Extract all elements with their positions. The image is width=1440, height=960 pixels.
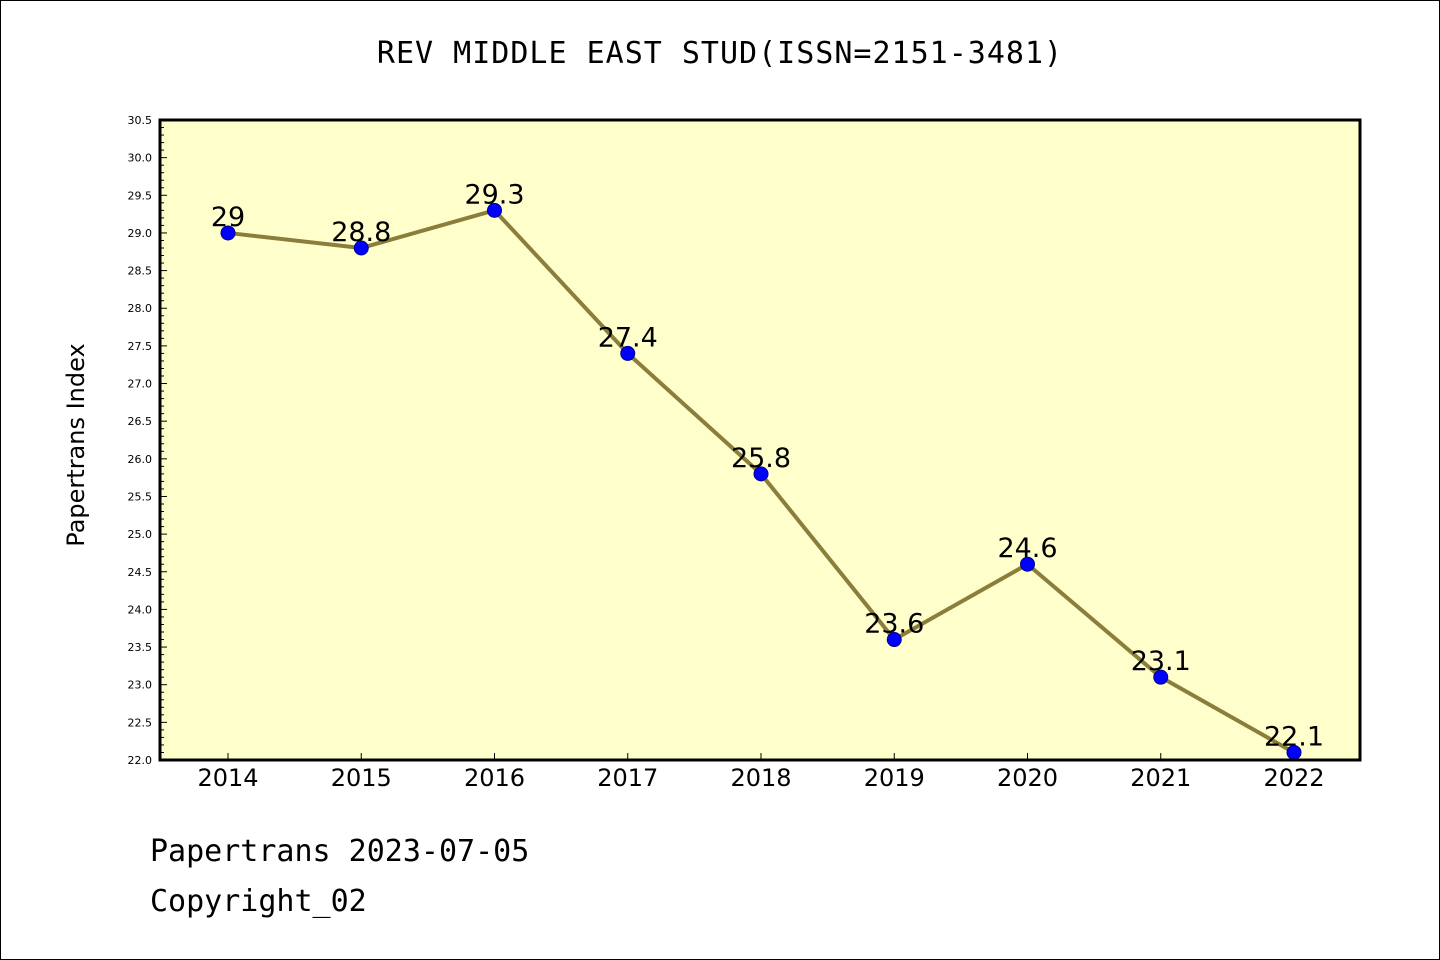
y-tick-label: 26.5 <box>128 415 153 428</box>
data-point <box>353 240 369 256</box>
data-point <box>220 225 236 241</box>
x-tick-label: 2019 <box>864 764 925 792</box>
y-tick-label: 22.0 <box>128 754 153 767</box>
x-tick-label: 2022 <box>1263 764 1324 792</box>
y-tick-label: 27.0 <box>128 378 153 391</box>
y-axis-label: Papertrans Index <box>62 343 90 546</box>
y-tick-label: 24.5 <box>128 566 153 579</box>
data-label: 29 <box>211 202 245 233</box>
data-label: 22.1 <box>1264 721 1324 752</box>
footer-copyright: Copyright_02 <box>150 884 367 919</box>
y-tick-label: 23.5 <box>128 641 153 654</box>
x-tick-label: 2015 <box>331 764 392 792</box>
chart-title: REV MIDDLE EAST STUD(ISSN=2151-3481) <box>376 36 1064 71</box>
plot-border <box>158 118 1362 762</box>
y-tick-label: 28.5 <box>128 265 153 278</box>
y-tick-label: 29.0 <box>128 227 153 240</box>
data-point <box>886 632 902 648</box>
plot-area <box>160 120 1360 760</box>
y-tick-label: 23.0 <box>128 679 153 692</box>
data-point <box>753 466 769 482</box>
x-tick-label: 2014 <box>197 764 258 792</box>
y-tick-label: 30.0 <box>128 152 153 165</box>
y-tick-label: 22.5 <box>128 716 153 729</box>
x-tick-label: 2016 <box>464 764 525 792</box>
data-point <box>1020 556 1035 572</box>
x-tick-label: 2018 <box>730 764 791 792</box>
data-point <box>487 202 502 218</box>
footer-source: Papertrans 2023-07-05 <box>150 834 530 869</box>
data-label: 23.1 <box>1131 646 1191 677</box>
data-point <box>620 345 636 361</box>
y-tick-label: 30.5 <box>128 114 153 127</box>
data-label: 23.6 <box>864 609 924 640</box>
x-tick-label: 2017 <box>597 764 658 792</box>
data-point <box>1153 669 1169 685</box>
data-label: 27.4 <box>598 322 658 353</box>
x-tick-label: 2020 <box>997 764 1058 792</box>
y-tick-label: 25.0 <box>128 528 153 541</box>
data-label: 25.8 <box>731 443 791 474</box>
y-tick-label: 26.0 <box>128 453 153 466</box>
y-tick-label: 29.5 <box>128 189 153 202</box>
y-tick-label: 24.0 <box>128 603 153 616</box>
data-label: 29.3 <box>464 179 524 210</box>
x-tick-label: 2021 <box>1130 764 1191 792</box>
data-label: 24.6 <box>997 533 1057 564</box>
data-label: 28.8 <box>331 217 391 248</box>
y-tick-label: 25.5 <box>128 490 153 503</box>
y-tick-label: 28.0 <box>128 302 153 315</box>
y-tick-label: 27.5 <box>128 340 153 353</box>
